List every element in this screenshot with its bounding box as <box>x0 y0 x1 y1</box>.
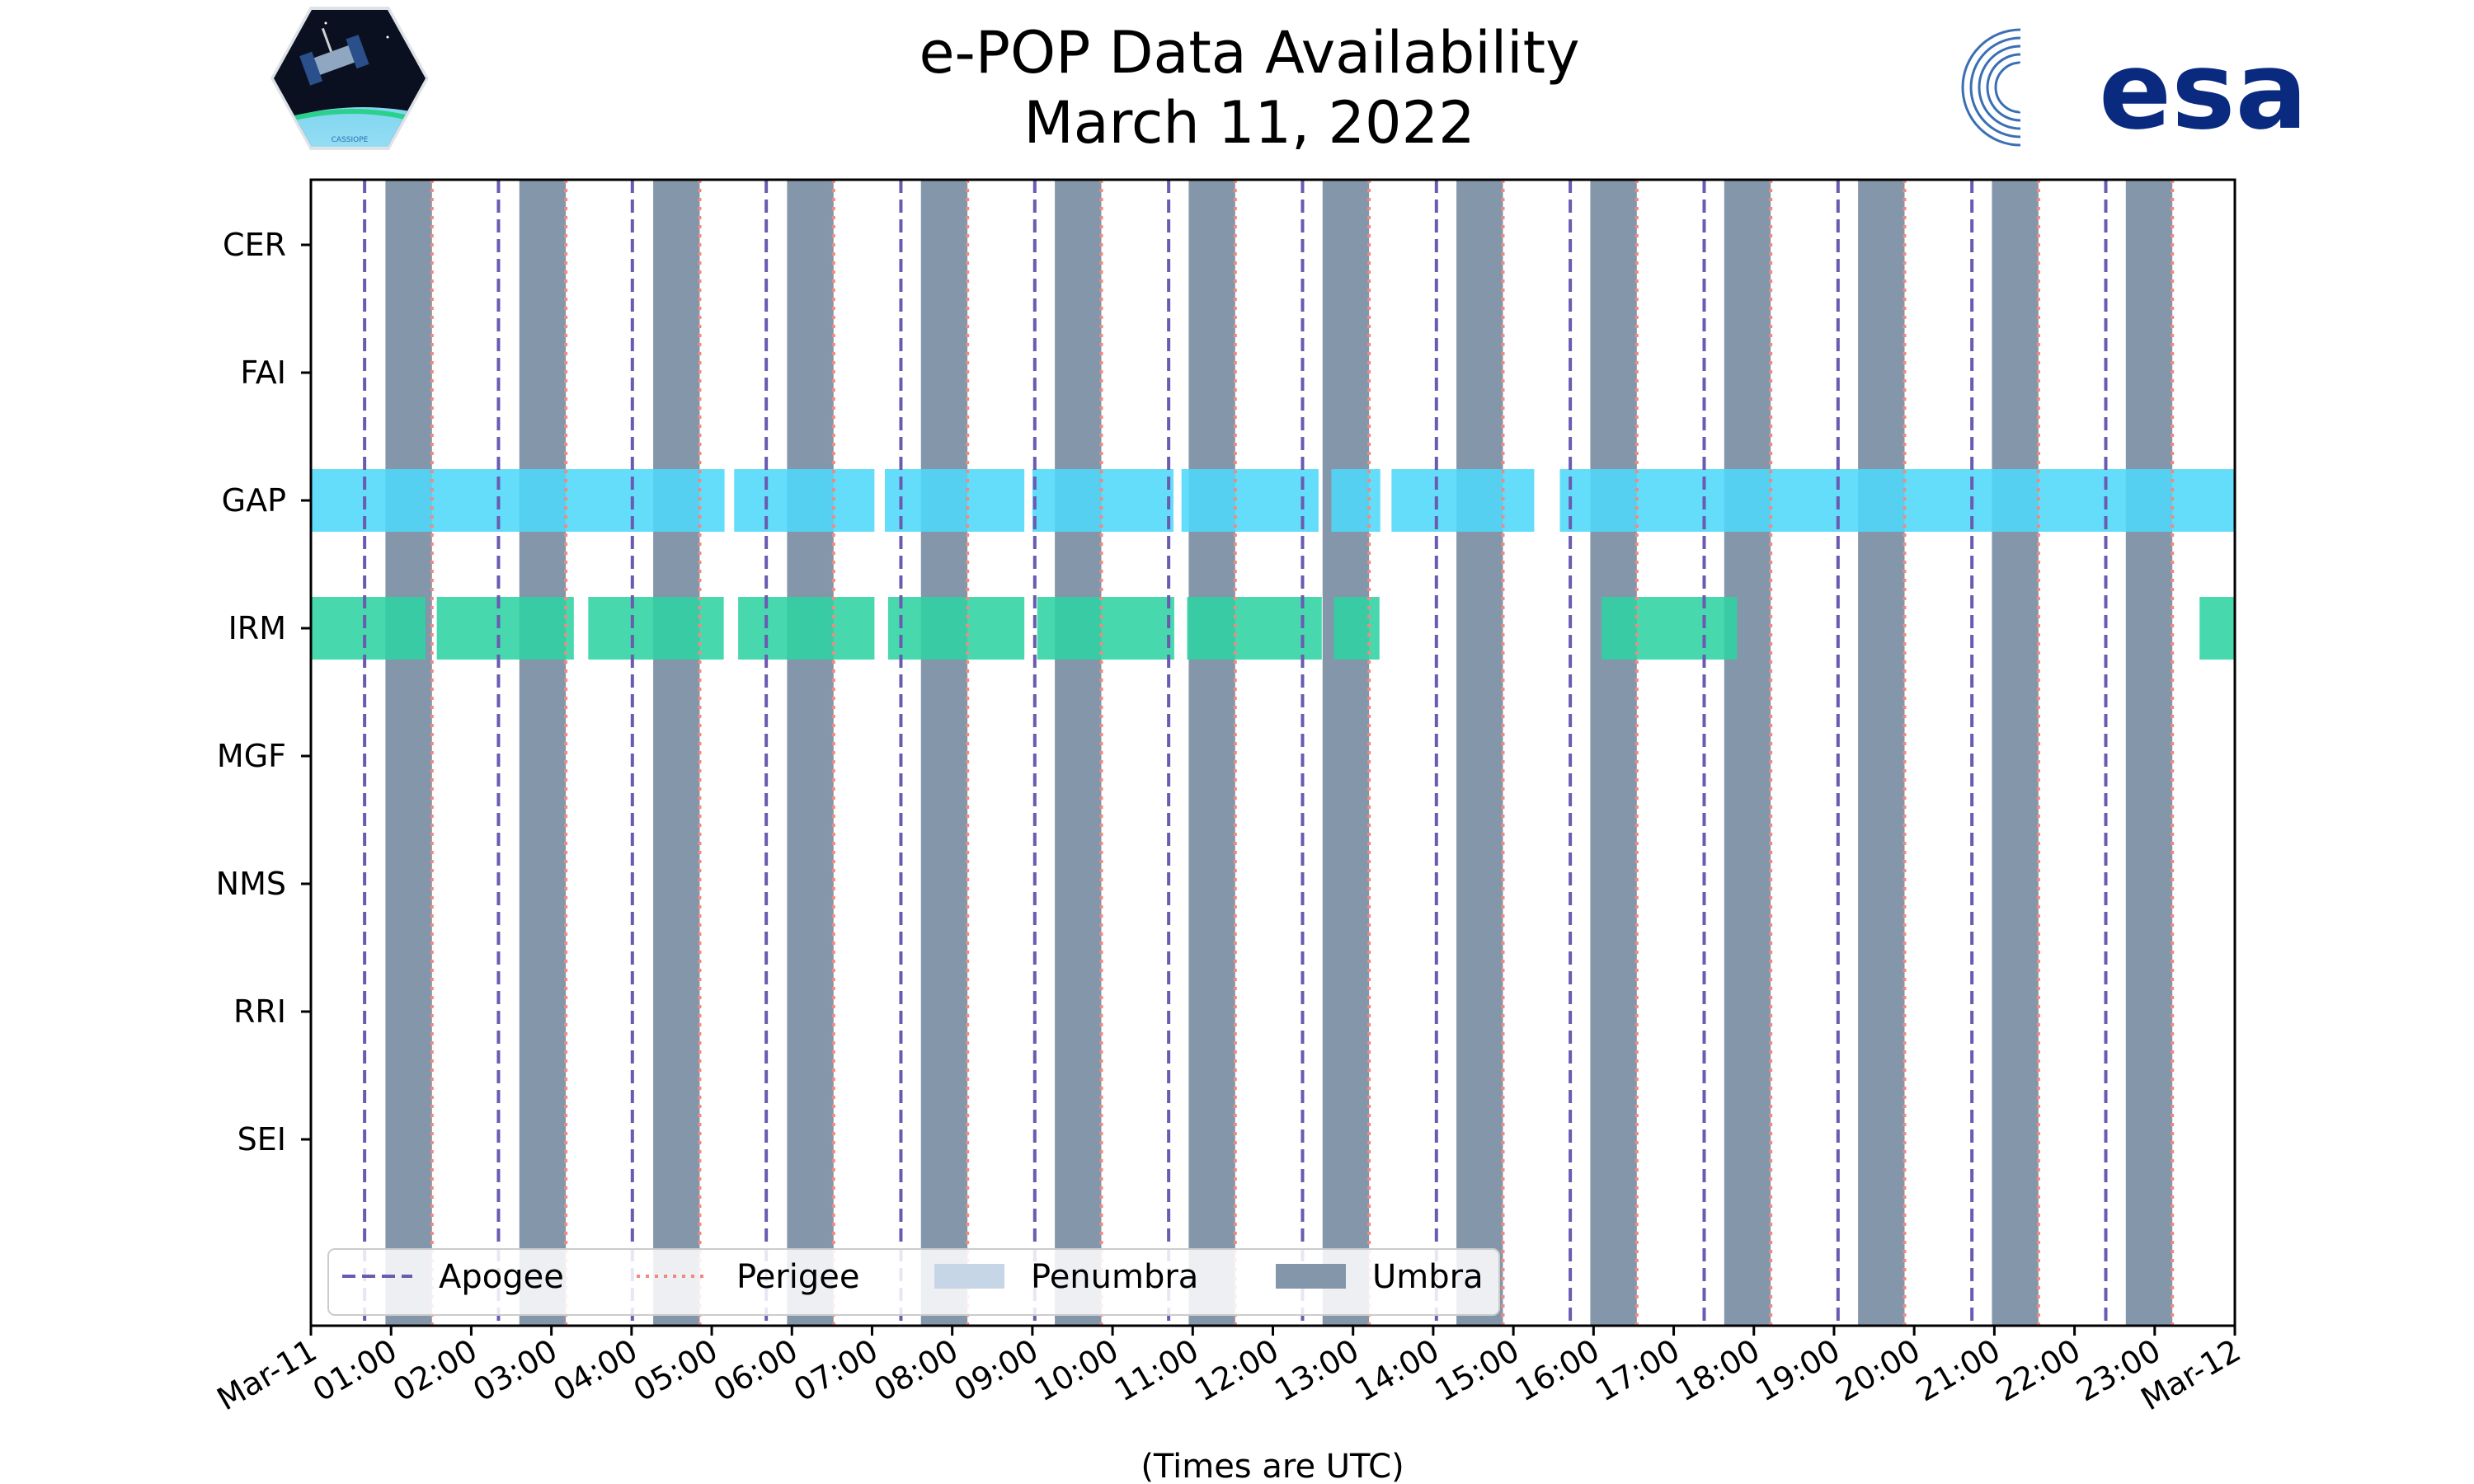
umbra-band-0 <box>385 180 432 1326</box>
x-tick-label-17: 17:00 <box>1589 1332 1686 1409</box>
y-tick-label-rri: RRI <box>233 993 286 1030</box>
legend-entry-umbra: Umbra <box>1276 1258 1484 1296</box>
legend-penumbra-swatch <box>934 1264 1004 1289</box>
x-tick-label-2: 02:00 <box>387 1332 483 1409</box>
legend-apogee-label: Apogee <box>439 1258 564 1296</box>
chart-title-line2: March 11, 2022 <box>1023 89 1475 157</box>
y-tick-label-nms: NMS <box>216 866 286 902</box>
y-tick-label-fai: FAI <box>240 355 286 391</box>
umbra-band-1 <box>519 180 567 1326</box>
irm-availability-bar-4 <box>887 597 1025 660</box>
cassiope-logo: CASSIOPE <box>270 7 429 150</box>
irm-availability-bar-6 <box>1187 597 1322 660</box>
y-tick-label-sei: SEI <box>238 1121 286 1158</box>
umbra-band-4 <box>920 180 968 1326</box>
x-tick-label-1: 01:00 <box>307 1332 403 1409</box>
x-tick-label-20: 20:00 <box>1830 1332 1926 1409</box>
gap-availability-bar-4 <box>1181 469 1319 532</box>
y-tick-label-cer: CER <box>223 227 286 263</box>
esa-logo: esa <box>1959 26 2307 153</box>
gap-availability-bar-2 <box>885 469 1025 532</box>
umbra-band-13 <box>2125 180 2173 1326</box>
x-tick-label-18: 18:00 <box>1669 1332 1766 1409</box>
x-tick-label-3: 03:00 <box>467 1332 563 1409</box>
y-axis: CER FAI GAP IRM MGF NMS RRI SEI <box>216 227 311 1158</box>
irm-availability-bar-9 <box>2199 597 2235 660</box>
irm-availability-bar-1 <box>436 597 574 660</box>
x-tick-label-8: 08:00 <box>868 1332 964 1409</box>
legend-penumbra-label: Penumbra <box>1031 1258 1198 1296</box>
y-tick-label-irm: IRM <box>228 610 286 646</box>
umbra-band-8 <box>1456 180 1503 1326</box>
gap-availability-bar-0 <box>311 469 725 532</box>
x-tick-label-22: 22:00 <box>1990 1332 2086 1409</box>
umbra-band-5 <box>1055 180 1102 1326</box>
legend-box <box>327 1248 1500 1316</box>
esa-logo-text: esa <box>2099 28 2307 153</box>
x-tick-label-19: 19:00 <box>1750 1332 1846 1409</box>
x-tick-label-4: 04:00 <box>547 1332 643 1409</box>
legend-umbra-label: Umbra <box>1372 1258 1484 1296</box>
gap-availability-bar-5 <box>1331 469 1380 532</box>
apogee-lines <box>363 180 2108 1326</box>
umbra-band-2 <box>653 180 700 1326</box>
legend-entry-apogee: Apogee <box>342 1258 564 1296</box>
irm-availability-bar-3 <box>738 597 875 660</box>
legend: Apogee Perigee Penumbra Umbra <box>327 1248 1500 1316</box>
legend-umbra-swatch <box>1276 1264 1346 1289</box>
gap-availability-bar-7 <box>1559 469 2235 532</box>
x-tick-label-0: Mar-11 <box>211 1332 323 1418</box>
x-tick-label-13: 13:00 <box>1268 1332 1365 1409</box>
umbra-band-7 <box>1322 180 1370 1326</box>
x-tick-label-21: 21:00 <box>1910 1332 2006 1409</box>
umbra-band-12 <box>1992 180 2039 1326</box>
x-tick-label-12: 12:00 <box>1188 1332 1285 1409</box>
gap-availability-bar-1 <box>734 469 875 532</box>
x-tick-label-9: 09:00 <box>948 1332 1045 1409</box>
umbra-band-3 <box>787 180 834 1326</box>
irm-availability-bar-2 <box>588 597 724 660</box>
x-tick-label-15: 15:00 <box>1429 1332 1526 1409</box>
x-tick-label-7: 07:00 <box>788 1332 884 1409</box>
legend-entry-penumbra: Penumbra <box>934 1258 1198 1296</box>
cassiope-logo-caption: CASSIOPE <box>332 136 369 144</box>
umbra-band-6 <box>1188 180 1235 1326</box>
x-tick-label-6: 06:00 <box>708 1332 804 1409</box>
irm-availability-bar-8 <box>1602 597 1738 660</box>
irm-availability-bar-7 <box>1333 597 1380 660</box>
availability-bars <box>311 469 2235 660</box>
x-tick-label-16: 16:00 <box>1509 1332 1606 1409</box>
perigee-lines <box>430 180 2175 1326</box>
y-tick-label-mgf: MGF <box>217 738 286 774</box>
gap-availability-bar-6 <box>1391 469 1535 532</box>
umbra-band-9 <box>1590 180 1637 1326</box>
y-tick-label-gap: GAP <box>222 482 286 519</box>
legend-perigee-label: Perigee <box>736 1258 859 1296</box>
irm-availability-bar-5 <box>1037 597 1174 660</box>
x-tick-label-11: 11:00 <box>1108 1332 1205 1409</box>
umbra-band-10 <box>1724 180 1771 1326</box>
x-axis-label: (Times are UTC) <box>1141 1448 1404 1484</box>
x-tick-label-5: 05:00 <box>628 1332 724 1409</box>
umbra-band-11 <box>1858 180 1905 1326</box>
chart-title-line1: e-POP Data Availability <box>919 19 1579 87</box>
x-tick-label-14: 14:00 <box>1349 1332 1446 1409</box>
umbra-layer <box>385 180 2173 1326</box>
irm-availability-bar-0 <box>311 597 426 660</box>
x-tick-label-10: 10:00 <box>1028 1332 1125 1409</box>
plot-frame <box>309 178 2236 1327</box>
x-axis: Mar-1101:0002:0003:0004:0005:0006:0007:0… <box>211 1326 2247 1417</box>
legend-entry-perigee: Perigee <box>637 1258 859 1296</box>
